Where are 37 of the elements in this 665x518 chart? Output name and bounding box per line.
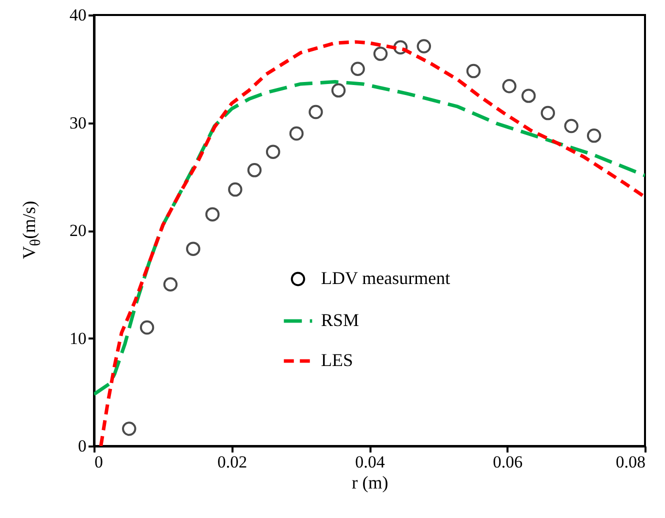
point xyxy=(502,79,516,94)
point xyxy=(586,128,602,143)
legend-label: LDV measurment xyxy=(321,268,450,288)
point xyxy=(205,207,220,222)
line-series xyxy=(94,80,645,396)
point xyxy=(564,118,578,134)
point xyxy=(373,46,388,61)
line-series xyxy=(99,40,645,446)
y-tick-label: 30 xyxy=(70,113,86,132)
point xyxy=(331,83,346,98)
point xyxy=(350,62,365,76)
point xyxy=(466,64,481,78)
point xyxy=(122,422,136,436)
x-tick-label: 0.06 xyxy=(492,452,523,472)
legend-label: RSM xyxy=(321,310,360,330)
y-tick-label: 10 xyxy=(70,328,86,348)
point xyxy=(540,106,556,120)
x-axis-title: r (m) xyxy=(352,472,388,492)
point xyxy=(228,182,242,197)
y-tick-label: 20 xyxy=(70,221,86,240)
y-tick-label: 0 xyxy=(78,436,86,456)
x-tick-label: 0.04 xyxy=(355,452,386,472)
point xyxy=(521,88,536,103)
point xyxy=(416,39,432,54)
x-tick-label: 0 xyxy=(94,452,103,472)
point xyxy=(393,40,408,54)
point xyxy=(266,144,280,159)
legend-label: LES xyxy=(321,350,354,370)
x-tick-label: 0.08 xyxy=(616,452,646,472)
point xyxy=(186,242,200,256)
point xyxy=(289,126,304,141)
x-tick-label: 0.02 xyxy=(217,452,248,472)
point xyxy=(140,320,154,335)
point xyxy=(163,277,178,292)
y-tick-label: 40 xyxy=(70,6,86,24)
point xyxy=(247,163,262,178)
point xyxy=(308,104,323,120)
